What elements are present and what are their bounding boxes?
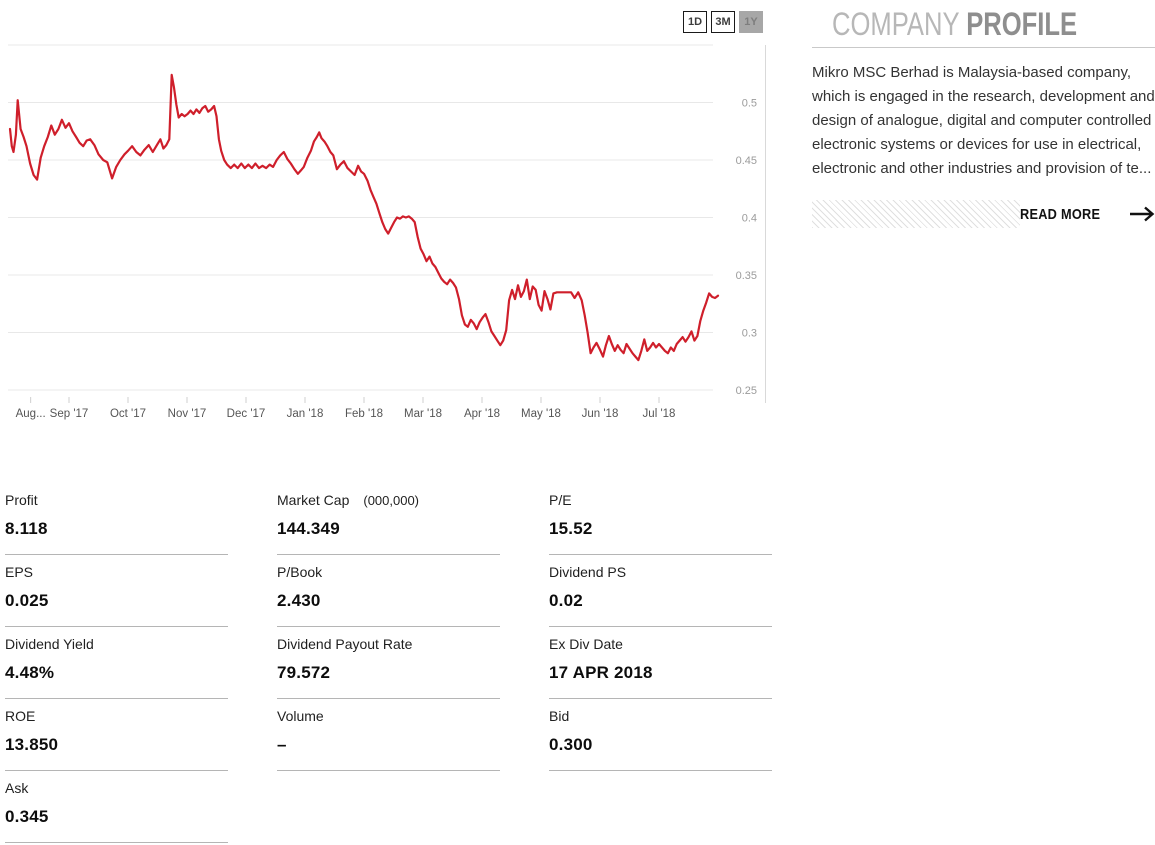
stat-value: 0.02: [549, 591, 583, 610]
stat-label: Ask: [5, 780, 29, 796]
stat-cell-dividend-payout-rate: Dividend Payout Rate 79.572: [277, 636, 500, 699]
stat-cell-ask: Ask 0.345: [5, 780, 228, 843]
stat-label: Ex Div Date: [549, 636, 623, 652]
range-button-3m[interactable]: 3M: [711, 11, 735, 33]
svg-text:Apr '18: Apr '18: [464, 408, 500, 420]
stat-label: Volume: [277, 708, 324, 724]
range-button-1y[interactable]: 1Y: [739, 11, 763, 33]
svg-text:0.4: 0.4: [742, 213, 757, 225]
stat-label: P/Book: [277, 564, 323, 580]
svg-text:0.5: 0.5: [742, 98, 757, 110]
svg-text:0.3: 0.3: [742, 328, 757, 340]
stat-cell-dividend-ps: Dividend PS 0.02: [549, 564, 772, 627]
stat-label: Bid: [549, 708, 570, 724]
heading-word-profile: PROFILE: [966, 6, 1078, 42]
stat-value: 15.52: [549, 519, 593, 538]
svg-text:0.25: 0.25: [736, 385, 757, 397]
stat-cell-ex-div-date: Ex Div Date 17 APR 2018: [549, 636, 772, 699]
key-stats-grid: Profit 8.118 Market Cap (000,000) 144.349…: [5, 492, 772, 843]
svg-text:Jul '18: Jul '18: [643, 408, 676, 420]
hatch-decoration: [812, 200, 1020, 228]
stat-cell-eps: EPS 0.025: [5, 564, 228, 627]
svg-text:Dec '17: Dec '17: [227, 408, 266, 420]
svg-text:Jan '18: Jan '18: [287, 408, 324, 420]
stat-cell-market-cap: Market Cap (000,000) 144.349: [277, 492, 500, 555]
stat-value: 0.300: [549, 735, 593, 754]
read-more-row: READ MORE: [812, 200, 1155, 228]
stat-cell-pbook: P/Book 2.430: [277, 564, 500, 627]
svg-text:0.35: 0.35: [736, 270, 757, 282]
stat-cell-roe: ROE 13.850: [5, 708, 228, 771]
company-description: Mikro MSC Berhad is Malaysia-based compa…: [812, 64, 1155, 177]
svg-text:0.45: 0.45: [736, 155, 757, 167]
stat-label: Dividend PS: [549, 564, 627, 580]
svg-text:Aug...: Aug...: [16, 408, 46, 420]
svg-text:Feb '18: Feb '18: [345, 408, 383, 420]
stat-value: 2.430: [277, 591, 321, 610]
company-profile-heading: COMPANY PROFILE: [812, 8, 1155, 48]
price-chart-svg[interactable]: 0.25 0.3 0.35 0.4 0.45 0.5 Aug... Sep '17 Oct '1…: [0, 0, 770, 430]
svg-text:Jun '18: Jun '18: [582, 408, 619, 420]
company-profile-section: COMPANY PROFILE Mikro MSC Berhad is Mala…: [812, 8, 1155, 228]
stat-cell-dividend-yield: Dividend Yield 4.48%: [5, 636, 228, 699]
svg-text:May '18: May '18: [521, 408, 561, 420]
stat-value: 8.118: [5, 519, 48, 538]
stat-cell-volume: Volume –: [277, 708, 500, 771]
svg-text:Sep '17: Sep '17: [50, 408, 89, 420]
stat-value: 13.850: [5, 735, 59, 754]
stat-label: P/E: [549, 492, 572, 508]
chart-range-buttons: 1D 3M 1Y: [683, 11, 763, 33]
stat-value: 79.572: [277, 663, 331, 682]
svg-text:Oct '17: Oct '17: [110, 408, 146, 420]
stat-value: 0.345: [5, 807, 49, 826]
read-more-label: READ MORE: [1019, 205, 1100, 223]
stat-suffix: (000,000): [363, 493, 420, 508]
stat-label: Market Cap: [277, 492, 350, 508]
stat-cell-bid: Bid 0.300: [549, 708, 772, 771]
arrow-right-icon: [1130, 206, 1155, 222]
stat-cell-pe: P/E 15.52: [549, 492, 772, 555]
stat-label: EPS: [5, 564, 34, 580]
svg-text:Nov '17: Nov '17: [168, 408, 207, 420]
stat-label: Profit: [5, 492, 38, 508]
stat-label: Dividend Yield: [5, 636, 94, 652]
stat-label: ROE: [5, 708, 36, 724]
heading-word-company: COMPANY: [832, 6, 960, 42]
stat-value: 0.025: [5, 591, 49, 610]
read-more-button[interactable]: READ MORE: [1020, 206, 1155, 223]
range-button-1d[interactable]: 1D: [683, 11, 707, 33]
stat-value: –: [277, 735, 287, 754]
stat-value: 17 APR 2018: [549, 663, 653, 682]
stat-cell-profit: Profit 8.118: [5, 492, 228, 555]
stat-value: 144.349: [277, 519, 340, 538]
svg-text:Mar '18: Mar '18: [404, 408, 442, 420]
stat-value: 4.48%: [5, 663, 55, 682]
price-chart[interactable]: 0.25 0.3 0.35 0.4 0.45 0.5 Aug... Sep '17 Oct '1…: [0, 0, 770, 430]
stat-label: Dividend Payout Rate: [277, 636, 413, 652]
